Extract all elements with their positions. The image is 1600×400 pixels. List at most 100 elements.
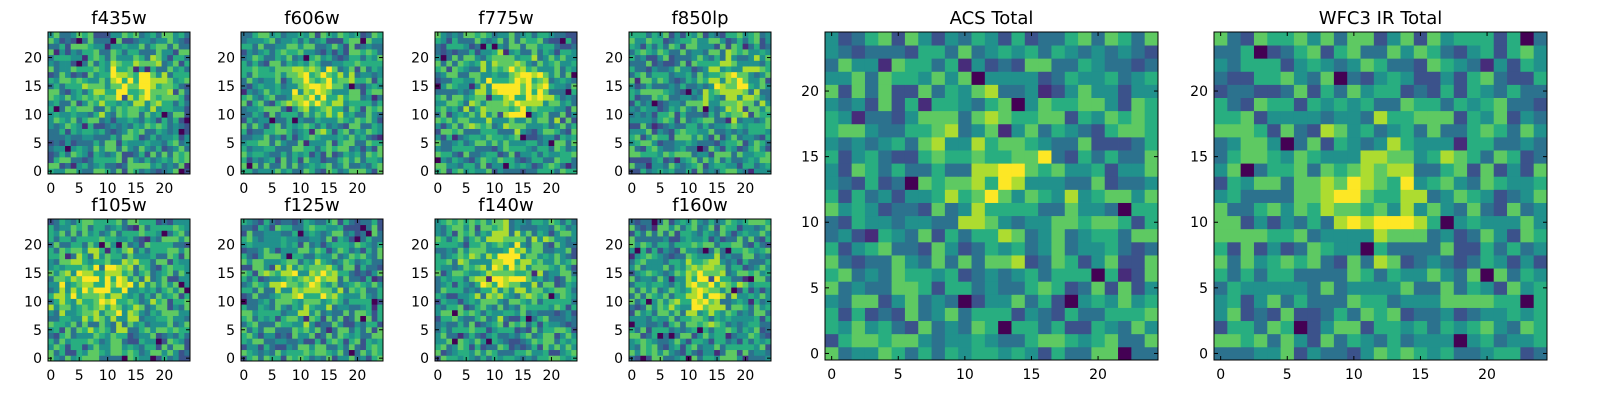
heatmap-cell bbox=[59, 332, 66, 339]
heatmap-cell bbox=[331, 111, 338, 118]
heatmap-cell bbox=[246, 88, 253, 95]
heatmap-cell bbox=[263, 343, 270, 351]
heatmap-cell bbox=[469, 304, 476, 311]
heatmap-cell bbox=[309, 100, 316, 107]
heatmap-cell bbox=[348, 270, 355, 277]
heatmap-cell bbox=[1038, 346, 1052, 361]
heatmap-cell bbox=[48, 60, 55, 67]
heatmap-cell bbox=[82, 275, 89, 282]
heatmap-cell bbox=[474, 66, 481, 73]
heatmap-cell bbox=[497, 77, 504, 84]
heatmap-cell bbox=[309, 275, 316, 282]
heatmap-cell bbox=[377, 258, 384, 265]
heatmap-cell bbox=[446, 128, 453, 135]
heatmap-cell bbox=[292, 349, 299, 356]
heatmap-cell bbox=[258, 315, 265, 322]
heatmap-cell bbox=[514, 111, 521, 118]
heatmap-cell bbox=[275, 247, 282, 254]
heatmap-cell bbox=[371, 139, 378, 146]
heatmap-cell bbox=[76, 338, 83, 345]
heatmap-cell bbox=[116, 253, 123, 260]
heatmap-cell bbox=[133, 71, 140, 78]
heatmap-cell bbox=[719, 168, 726, 175]
heatmap-cell bbox=[851, 189, 866, 203]
heatmap-cell bbox=[446, 349, 453, 356]
heatmap-cell bbox=[559, 105, 567, 112]
heatmap-cell bbox=[121, 156, 128, 164]
heatmap-cell bbox=[1131, 294, 1146, 308]
heatmap-cell bbox=[110, 304, 117, 311]
heatmap-cell bbox=[480, 168, 487, 175]
heatmap-cell bbox=[138, 258, 145, 265]
heatmap-cell bbox=[514, 105, 521, 112]
heatmap-cell bbox=[1144, 45, 1159, 59]
heatmap-cell bbox=[155, 111, 162, 118]
heatmap-cell bbox=[1051, 136, 1066, 151]
heatmap-cell bbox=[480, 326, 487, 333]
heatmap-cell bbox=[87, 111, 94, 118]
heatmap-cell bbox=[697, 94, 704, 101]
heatmap-cell bbox=[565, 32, 572, 39]
heatmap-cell bbox=[110, 281, 117, 288]
heatmap-cell bbox=[116, 292, 123, 299]
heatmap-cell bbox=[87, 298, 94, 305]
heatmap-cell bbox=[144, 145, 151, 152]
heatmap-cell bbox=[680, 43, 687, 50]
heatmap-cell bbox=[172, 139, 180, 146]
heatmap-cell bbox=[87, 71, 94, 78]
heatmap-cell bbox=[155, 230, 162, 237]
heatmap-cell bbox=[971, 150, 986, 164]
heatmap-cell bbox=[680, 77, 687, 84]
heatmap-cell bbox=[360, 315, 367, 322]
heatmap-cell bbox=[452, 139, 459, 146]
heatmap-cell bbox=[252, 139, 259, 146]
heatmap-cell bbox=[59, 349, 66, 356]
heatmap-cell bbox=[1038, 110, 1052, 125]
heatmap-cell bbox=[121, 77, 128, 84]
heatmap-cell bbox=[537, 54, 544, 61]
heatmap-cell bbox=[697, 139, 704, 146]
heatmap-cell bbox=[1078, 294, 1092, 308]
heatmap-cell bbox=[697, 60, 704, 67]
heatmap-cell bbox=[440, 332, 447, 339]
heatmap-cell bbox=[508, 298, 515, 305]
heatmap-cell bbox=[297, 145, 304, 152]
heatmap-cell bbox=[104, 292, 111, 299]
heatmap-cell bbox=[155, 224, 162, 231]
heatmap-cell bbox=[491, 349, 498, 356]
heatmap-cell bbox=[508, 77, 515, 84]
heatmap-cell bbox=[864, 307, 879, 322]
heatmap-cell bbox=[944, 241, 959, 256]
heatmap-cell bbox=[161, 270, 168, 277]
heatmap-cell bbox=[360, 230, 367, 237]
heatmap-cell bbox=[891, 189, 906, 203]
heatmap-cell bbox=[457, 326, 464, 333]
heatmap-cell bbox=[559, 43, 567, 50]
heatmap-cell bbox=[554, 156, 561, 164]
heatmap-cell bbox=[48, 258, 55, 265]
heatmap-cell bbox=[172, 105, 180, 112]
heatmap-cell bbox=[525, 326, 532, 333]
heatmap-cell bbox=[337, 236, 344, 243]
heatmap-cell bbox=[303, 111, 310, 118]
heatmap-cell bbox=[663, 49, 670, 56]
heatmap-cell bbox=[958, 123, 972, 138]
heatmap-cell bbox=[457, 349, 464, 356]
heatmap-cell bbox=[292, 145, 299, 152]
heatmap-cell bbox=[292, 304, 299, 311]
heatmap-cell bbox=[629, 88, 636, 95]
heatmap-cell bbox=[878, 189, 892, 203]
heatmap-cell bbox=[331, 230, 338, 237]
heatmap-cell bbox=[452, 134, 459, 141]
heatmap-cell bbox=[104, 117, 111, 124]
heatmap-cell bbox=[331, 54, 338, 61]
heatmap-cell bbox=[348, 128, 355, 135]
heatmap-cell bbox=[748, 111, 755, 118]
heatmap-cell bbox=[731, 117, 738, 124]
heatmap-cell bbox=[663, 162, 670, 169]
heatmap-cell bbox=[331, 32, 338, 39]
heatmap-cell bbox=[104, 343, 111, 351]
heatmap-cell bbox=[1024, 176, 1039, 190]
heatmap-cell bbox=[178, 100, 185, 107]
heatmap-cell bbox=[138, 128, 145, 135]
